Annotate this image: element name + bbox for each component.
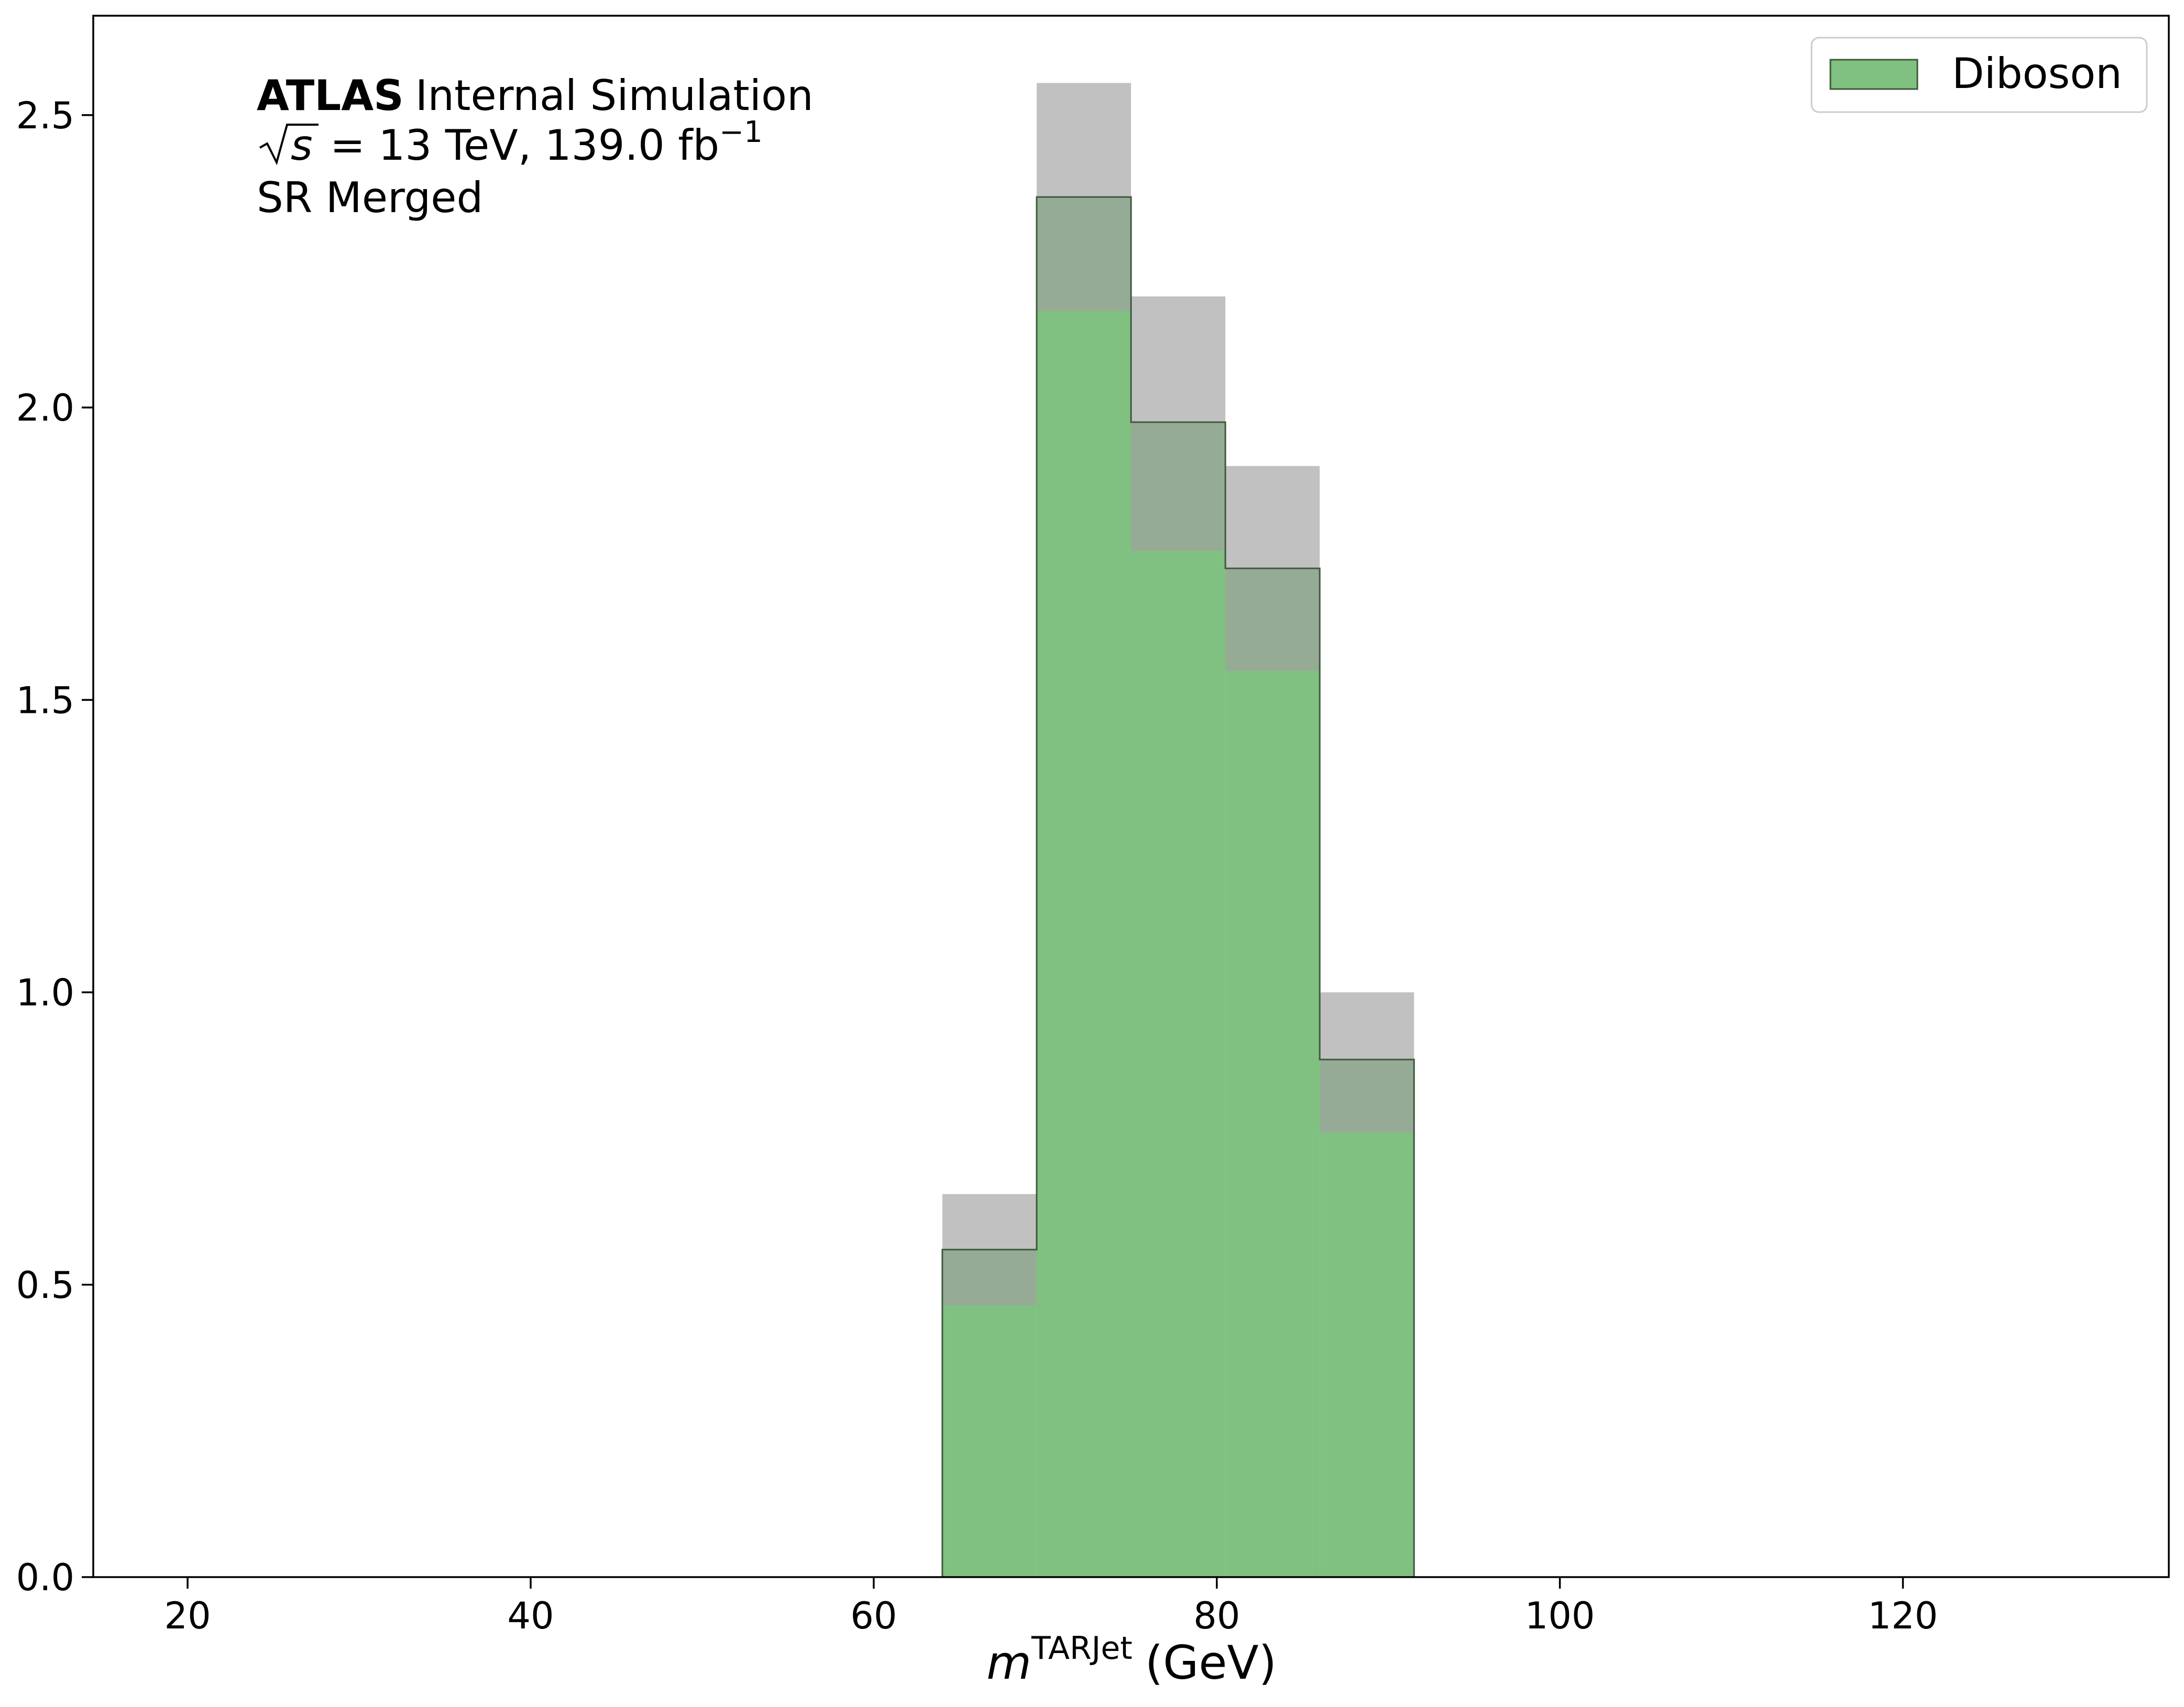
legend-swatch-diboson: [1829, 59, 1918, 90]
x-tick-label: 80: [1193, 1594, 1240, 1637]
x-axis-label-unit: (GeV): [1145, 1636, 1277, 1690]
x-axis-ticks: 20 40 60 80 100 120: [164, 1577, 1938, 1637]
bar-bin-3: [1131, 422, 1226, 1578]
x-axis-label-superscript: TARJet: [1031, 1630, 1133, 1667]
bar-bin-4: [1225, 568, 1320, 1577]
legend-frame: [1810, 37, 2148, 113]
status-label: Internal Simulation: [415, 71, 814, 120]
legend: Diboson: [1810, 37, 2148, 113]
region-label: SR Merged: [257, 173, 483, 222]
histogram-step-outline: [941, 196, 1415, 1577]
bar-bin-2: [1036, 197, 1131, 1577]
y-tick-label: 0.5: [16, 1264, 74, 1307]
atlas-label-line: ATLAS Internal Simulation: [257, 71, 814, 120]
energy-line: s = 13 TeV, 139.0 fb−1: [259, 115, 763, 170]
experiment-label: ATLAS: [257, 71, 404, 120]
x-axis-label: mTARJet (GeV): [986, 1630, 1277, 1690]
x-tick-label: 40: [507, 1594, 554, 1637]
y-axis-ticks: 0.0 0.5 1.0 1.5 2.0 2.5: [16, 94, 93, 1599]
y-tick-label: 1.0: [16, 972, 74, 1015]
energy-lumi-label: = 13 TeV, 139.0 fb−1: [330, 115, 763, 170]
x-tick-label: 100: [1525, 1594, 1595, 1637]
atlas-annotation: ATLAS Internal Simulation s = 13 TeV, 139…: [257, 71, 814, 222]
uncertainty-band-bin-3: [1131, 296, 1226, 551]
lumi-exponent: −1: [719, 115, 763, 149]
bar-bin-5: [1320, 1059, 1414, 1577]
x-tick-label: 60: [850, 1594, 897, 1637]
energy-lumi-text: = 13 TeV, 139.0 fb: [330, 121, 719, 170]
x-axis-label-symbol: m: [986, 1636, 1031, 1690]
sqrt-s-symbol: s: [291, 121, 313, 170]
y-tick-label: 2.0: [16, 387, 74, 429]
x-tick-label: 20: [164, 1594, 211, 1637]
uncertainty-band-bin-5: [1320, 992, 1414, 1133]
legend-label-diboson: Diboson: [1952, 49, 2122, 98]
y-tick-label: 1.5: [16, 679, 74, 722]
y-tick-label: 0.0: [16, 1556, 74, 1599]
y-tick-label: 2.5: [16, 94, 74, 137]
plot-frame: [92, 15, 2170, 1578]
sqrt-sign-icon: [259, 124, 319, 166]
x-tick-label: 120: [1868, 1594, 1938, 1637]
